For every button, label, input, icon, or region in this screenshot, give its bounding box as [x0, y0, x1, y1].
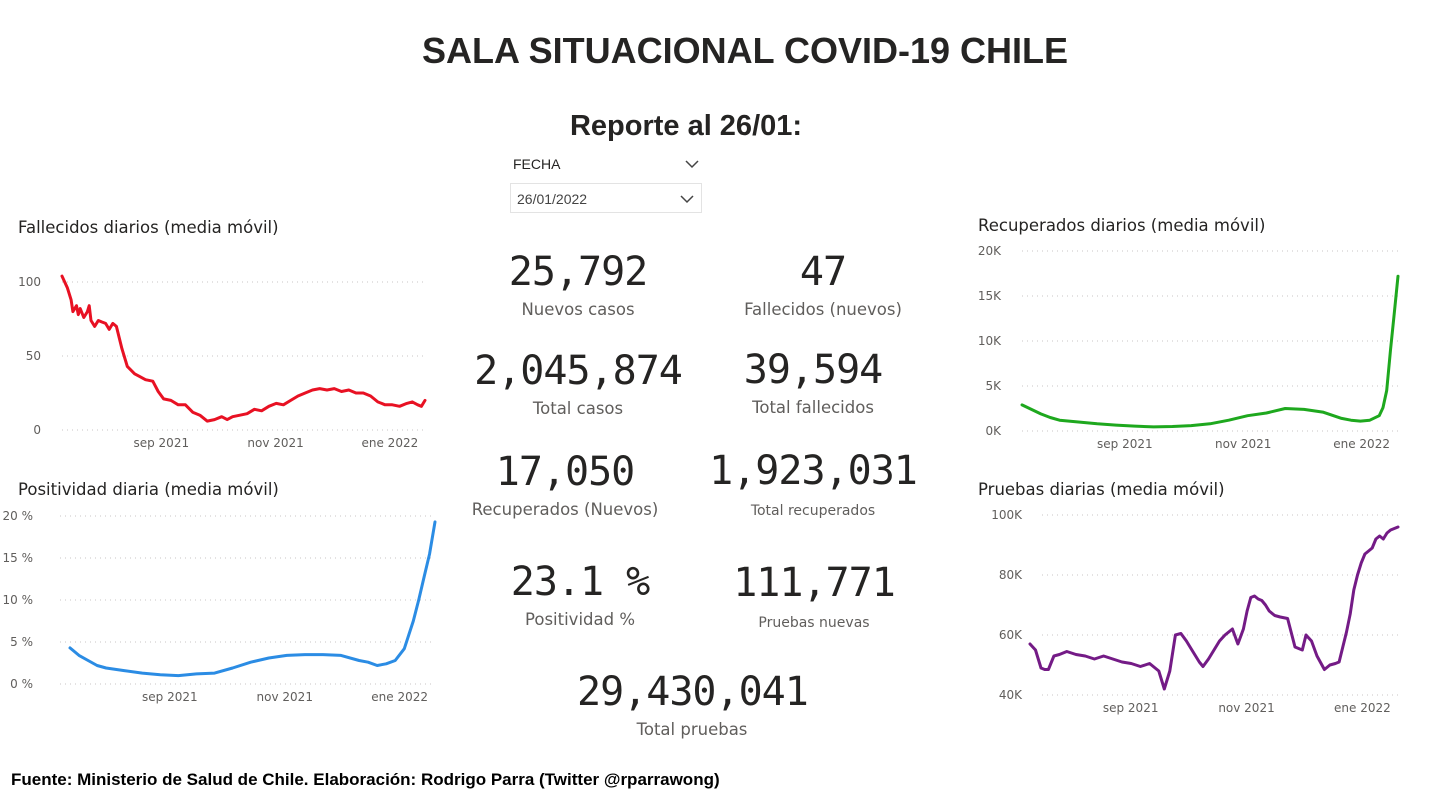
x-tick-label: nov 2021 — [247, 436, 303, 450]
y-tick-label: 5 % — [10, 635, 33, 649]
kpi-label: Pruebas nuevas — [758, 615, 870, 631]
kpi-value: 23.1 % — [510, 559, 651, 605]
chart-title-recuperados: Recuperados diarios (media móvil) — [978, 216, 1266, 235]
series-line-positividad[interactable] — [68, 520, 437, 678]
y-tick-label: 50 — [26, 349, 41, 363]
y-tick-label: 0 — [33, 423, 41, 437]
y-tick-label: 20 % — [3, 509, 34, 523]
chart-title-positividad: Positividad diaria (media móvil) — [18, 480, 279, 499]
chart-title-pruebas: Pruebas diarias (media móvil) — [978, 480, 1225, 499]
x-tick-label: nov 2021 — [257, 690, 313, 704]
kpi-total-casos: 2,045,874 Total casos — [463, 351, 693, 418]
chevron-down-icon[interactable] — [684, 156, 700, 172]
source-footer: Fuente: Ministerio de Salud de Chile. El… — [11, 770, 720, 789]
series-line-fallecidos[interactable] — [60, 274, 427, 423]
y-tick-label: 80K — [999, 568, 1023, 582]
kpi-label: Nuevos casos — [521, 300, 635, 319]
x-tick-label: ene 2022 — [1333, 437, 1390, 451]
kpi-nuevos-casos: 25,792 Nuevos casos — [463, 252, 693, 319]
report-date-heading: Reporte al 26/01: — [569, 110, 803, 142]
kpi-label: Total casos — [532, 399, 624, 418]
kpi-label: Total fallecidos — [752, 398, 874, 417]
x-tick-label: sep 2021 — [1097, 437, 1153, 451]
kpi-label: Total pruebas — [636, 720, 748, 739]
x-tick-label: nov 2021 — [1215, 437, 1271, 451]
kpi-recuperados-nuevos: 17,050 Recuperados (Nuevos) — [450, 452, 680, 519]
y-tick-label: 5K — [985, 379, 1002, 393]
y-tick-label: 15K — [978, 289, 1002, 303]
kpi-positividad: 23.1 % Positividad % — [465, 562, 695, 629]
x-tick-label: nov 2021 — [1218, 701, 1274, 715]
kpi-pruebas-nuevas: 111,771 Pruebas nuevas — [699, 563, 929, 631]
y-tick-label: 15 % — [3, 551, 34, 565]
kpi-value: 25,792 — [508, 249, 649, 295]
series-line-pruebas[interactable] — [1028, 525, 1400, 691]
kpi-label: Total recuperados — [750, 503, 876, 519]
x-tick-label: sep 2021 — [142, 690, 198, 704]
y-tick-label: 10 % — [3, 593, 34, 607]
kpi-value: 29,430,041 — [577, 669, 809, 715]
x-tick-label: sep 2021 — [133, 436, 189, 450]
kpi-label: Positividad % — [524, 610, 636, 629]
slicer-label: FECHA — [513, 156, 561, 172]
kpi-fallecidos-nuevos: 47 Fallecidos (nuevos) — [708, 252, 938, 319]
kpi-value: 1,923,031 — [709, 448, 918, 494]
y-tick-label: 10K — [978, 334, 1002, 348]
date-dropdown-value: 26/01/2022 — [517, 191, 588, 207]
chart-title-fallecidos: Fallecidos diarios (media móvil) — [18, 218, 279, 237]
y-tick-label: 0 % — [10, 677, 33, 691]
y-tick-label: 100 — [18, 275, 41, 289]
x-tick-label: sep 2021 — [1103, 701, 1159, 715]
y-tick-label: 20K — [978, 244, 1002, 258]
y-tick-label: 0K — [985, 424, 1002, 438]
chevron-down-icon[interactable] — [679, 191, 695, 207]
x-tick-label: ene 2022 — [1334, 701, 1391, 715]
kpi-label: Fallecidos (nuevos) — [744, 300, 902, 319]
kpi-value: 17,050 — [495, 449, 636, 495]
kpi-total-pruebas: 29,430,041 Total pruebas — [577, 669, 809, 739]
x-tick-label: ene 2022 — [371, 690, 428, 704]
kpi-total-fallecidos: 39,594 Total fallecidos — [698, 350, 928, 417]
series-line-recuperados[interactable] — [1020, 274, 1400, 429]
kpi-value: 47 — [799, 249, 847, 295]
kpi-value: 39,594 — [743, 347, 884, 393]
x-tick-label: ene 2022 — [362, 436, 419, 450]
kpi-value: 111,771 — [733, 560, 896, 606]
y-tick-label: 60K — [999, 628, 1023, 642]
page-title: SALA SITUACIONAL COVID-19 CHILE — [421, 30, 1069, 71]
date-dropdown[interactable]: 26/01/2022 — [510, 183, 702, 213]
y-tick-label: 40K — [999, 688, 1023, 702]
kpi-value: 2,045,874 — [474, 348, 683, 394]
kpi-total-recuperados: 1,923,031 Total recuperados — [698, 451, 928, 519]
kpi-label: Recuperados (Nuevos) — [471, 500, 659, 519]
y-tick-label: 100K — [991, 508, 1023, 522]
